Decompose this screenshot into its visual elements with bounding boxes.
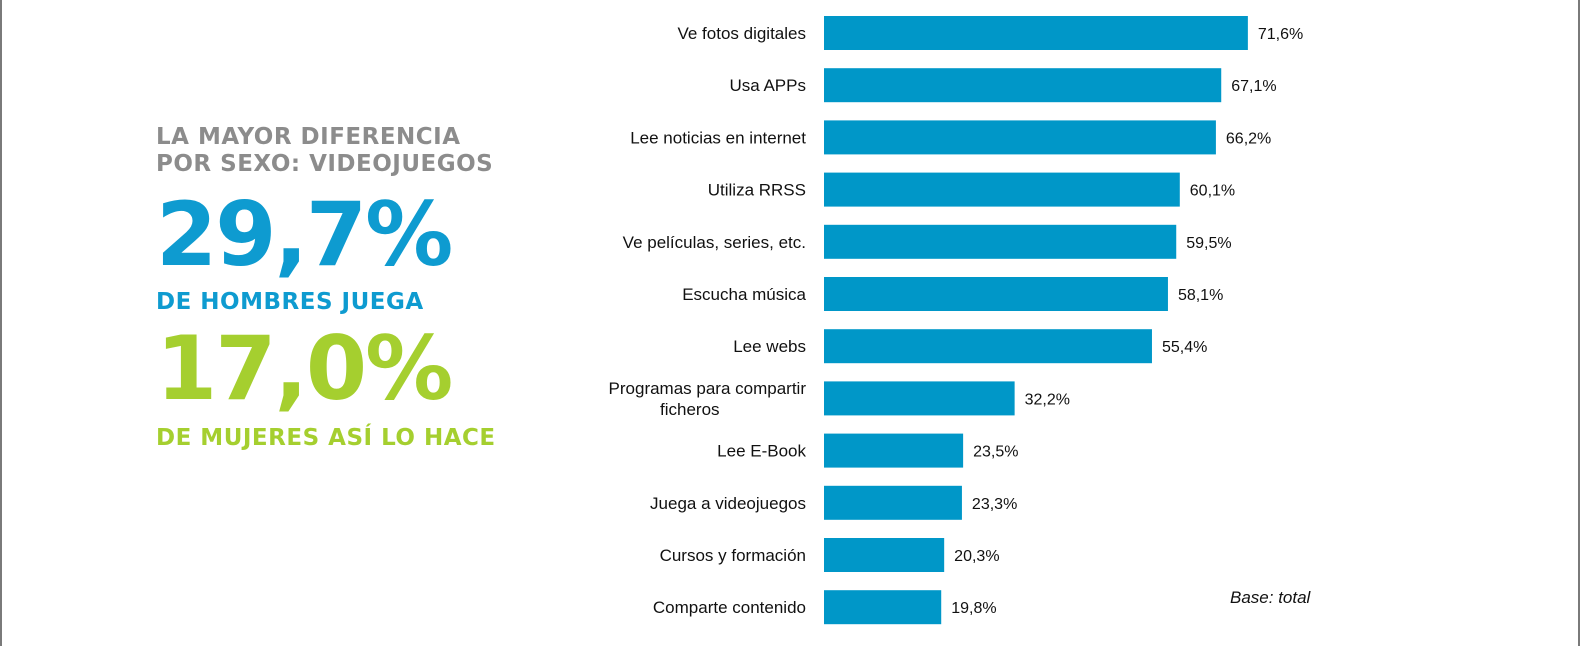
headline-line-1: LA MAYOR DIFERENCIA [156,124,461,150]
category-label: Cursos y formación [660,546,806,565]
bar [824,16,1248,50]
highlight-panel: LA MAYOR DIFERENCIA POR SEXO: VIDEOJUEGO… [156,124,576,452]
value-label: 20,3% [954,548,999,565]
value-label: 71,6% [1258,26,1303,43]
category-label: Programas para compartir [609,379,807,398]
category-label: Lee noticias en internet [630,128,806,147]
bar [824,68,1222,103]
category-label: Lee E-Book [717,442,806,461]
value-label: 67,1% [1231,78,1276,95]
category-label: Lee webs [733,337,806,356]
right-frame-line [1578,0,1580,646]
category-label: Escucha música [682,285,806,304]
category-label: Utiliza RRSS [708,181,806,200]
bar [824,120,1216,155]
value-label: 60,1% [1190,183,1235,200]
value-label: 66,2% [1226,130,1271,147]
value-label: 19,8% [951,600,996,617]
category-label: Ve fotos digitales [677,24,806,43]
value-label: 23,5% [973,444,1018,461]
men-caption: DE HOMBRES JUEGA [156,289,424,315]
value-label: 55,4% [1162,339,1207,356]
base-note: Base: total [1230,588,1311,607]
value-label: 32,2% [1025,391,1070,408]
category-label: Juega a videojuegos [650,494,806,513]
bar [824,433,964,468]
value-label: 58,1% [1178,287,1223,304]
men-percent: 29,7% [156,183,453,286]
headline-line-2: POR SEXO: VIDEOJUEGOS [156,151,494,177]
bar [824,224,1177,259]
value-label: 59,5% [1186,235,1231,252]
left-frame-line [0,0,2,646]
bar [824,485,962,520]
women-caption: DE MUJERES ASÍ LO HACE [156,425,496,451]
bar [824,381,1015,416]
category-label: Comparte contenido [653,598,806,617]
bar [824,329,1152,364]
bar [824,277,1168,311]
bar [824,538,945,572]
bar [824,172,1180,207]
category-label: Usa APPs [729,76,806,95]
women-percent: 17,0% [156,317,453,420]
bar [824,590,942,625]
category-label: ficheros [660,400,720,419]
value-label: 23,3% [972,496,1017,513]
category-label: Ve películas, series, etc. [623,233,806,252]
